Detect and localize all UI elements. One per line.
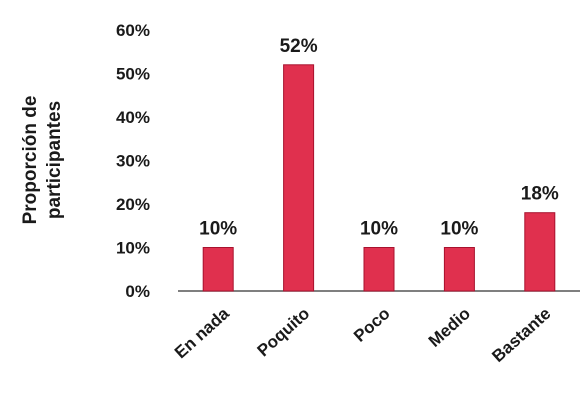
- data-label: 10%: [360, 219, 398, 240]
- category-label: En nada: [171, 303, 233, 362]
- category-label: Bastante: [488, 304, 554, 366]
- data-label: 10%: [440, 219, 478, 240]
- data-label: 52%: [280, 36, 318, 57]
- bar: [283, 64, 315, 292]
- bar: [524, 212, 556, 292]
- data-label: 18%: [521, 184, 559, 205]
- y-tick-label: 30%: [116, 152, 150, 171]
- y-tick-label: 40%: [116, 108, 150, 127]
- category-label: Poco: [350, 304, 394, 346]
- bars: [202, 64, 556, 292]
- y-tick-label: 20%: [116, 195, 150, 214]
- y-tick-label: 50%: [116, 65, 150, 84]
- y-tick-label: 60%: [116, 21, 150, 40]
- y-axis-ticks: 0% 10% 20% 30% 40% 50% 60%: [116, 21, 150, 301]
- y-axis-label: Proporción de participantes: [20, 96, 65, 225]
- bar: [202, 247, 234, 292]
- y-axis-label-line-2: participantes: [44, 101, 65, 219]
- y-axis-label-line-1: Proporción de: [20, 96, 41, 225]
- category-label: Medio: [425, 304, 474, 351]
- data-label: 10%: [199, 219, 237, 240]
- bar: [443, 247, 475, 292]
- category-label: Poquito: [254, 304, 314, 360]
- bar: [363, 247, 395, 292]
- y-tick-label: 0%: [125, 282, 150, 301]
- y-tick-label: 10%: [116, 239, 150, 258]
- data-labels: 10% 52% 10% 10% 18%: [199, 36, 559, 240]
- category-labels: En nada Poquito Poco Medio Bastante: [171, 303, 554, 366]
